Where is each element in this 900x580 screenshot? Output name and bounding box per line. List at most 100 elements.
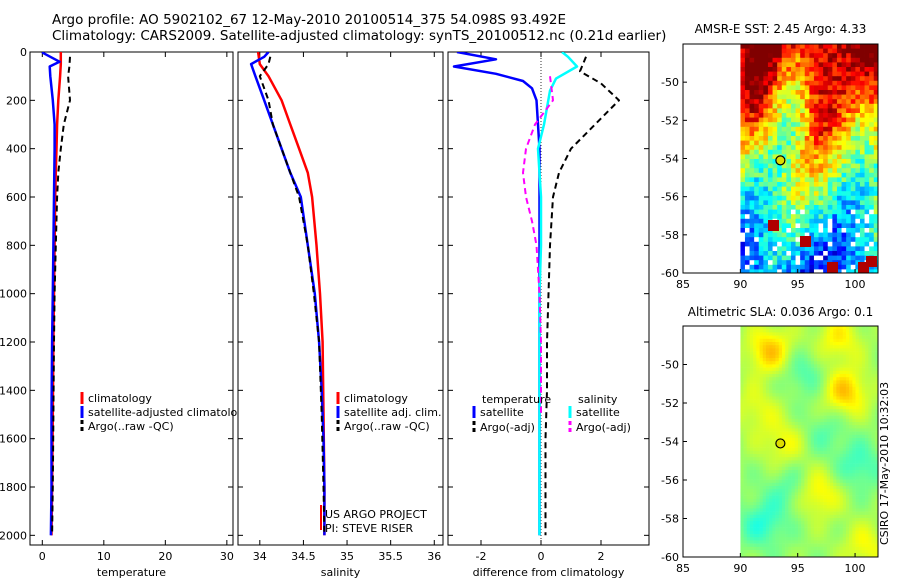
altimetric-sla-cell	[759, 393, 764, 397]
amsr-sst-cell	[777, 71, 783, 77]
altimetric-sla-cell	[775, 390, 780, 394]
amsr-sst-cell	[855, 149, 861, 155]
altimetric-sla-cell	[749, 438, 754, 442]
altimetric-sla-cell	[756, 351, 760, 356]
altimetric-sla-cell	[781, 406, 786, 410]
amsr-sst-cell	[763, 149, 769, 155]
altimetric-sla-cell	[865, 342, 869, 346]
altimetric-sla-cell	[845, 386, 850, 391]
altimetric-sla-cell	[861, 534, 866, 538]
altimetric-sla-cell	[839, 396, 844, 400]
altimetric-sla-cell	[762, 447, 767, 452]
altimetric-sla-cell	[807, 342, 812, 346]
amsr-sst-cell	[763, 251, 769, 256]
altimetric-sla-cell	[810, 377, 815, 381]
altimetric-sla-cell	[836, 396, 840, 400]
altimetric-sla-cell	[769, 354, 773, 359]
altimetric-sla-cell	[740, 489, 744, 493]
amsr-sst-cell	[772, 149, 778, 155]
altimetric-sla-cell	[762, 367, 767, 372]
altimetric-sla-cell	[829, 479, 834, 484]
amsr-sst-cell	[859, 237, 865, 243]
altimetric-sla-cell	[743, 444, 748, 448]
amsr-sst-cell	[846, 108, 852, 114]
altimetric-sla-cell	[794, 386, 799, 391]
amsr-sst-cell	[873, 246, 879, 252]
altimetric-sla-cell	[823, 546, 828, 551]
altimetric-sla-cell	[865, 329, 869, 333]
altimetric-sla-cell	[743, 345, 748, 349]
altimetric-sla-cell	[858, 524, 863, 528]
altimetric-sla-cell	[788, 396, 792, 400]
altimetric-sla-cell	[756, 553, 760, 557]
altimetric-sla-cell	[836, 534, 840, 538]
altimetric-sla-cell	[810, 418, 815, 423]
altimetric-sla-cell	[759, 402, 764, 407]
amsr-sst-cell	[823, 57, 829, 63]
altimetric-sla-cell	[823, 502, 828, 506]
amsr-sst-cell	[744, 269, 750, 273]
altimetric-sla-cell	[807, 489, 812, 493]
altimetric-sla-argo-marker	[775, 438, 786, 449]
amsr-sst-cell	[777, 264, 783, 270]
altimetric-sla-cell	[778, 361, 783, 365]
altimetric-sla-cell	[855, 364, 860, 368]
altimetric-sla-cell	[858, 406, 863, 410]
altimetric-sla-cell	[753, 447, 757, 452]
altimetric-sla-cell	[826, 393, 831, 397]
altimetric-sla-cell	[794, 361, 799, 365]
altimetric-sla-cell	[874, 338, 879, 343]
altimetric-sla-cell	[762, 402, 767, 407]
amsr-sst-cell	[786, 260, 792, 266]
altimetric-sla-cell	[743, 537, 748, 541]
altimetric-sla-cell	[765, 508, 770, 512]
altimetric-sla-cell	[813, 463, 818, 468]
amsr-sst-cell	[786, 44, 792, 49]
amsr-sst-cell	[813, 149, 819, 155]
altimetric-sla-cell	[772, 546, 776, 551]
amsr-sst-cell	[827, 145, 833, 151]
altimetric-sla-cell	[797, 543, 802, 548]
altimetric-sla-cell	[849, 383, 853, 388]
altimetric-sla-cell	[791, 383, 796, 388]
altimetric-sla-cell	[797, 406, 802, 410]
altimetric-sla-cell	[788, 470, 792, 474]
amsr-sst-cell	[790, 71, 796, 77]
altimetric-sla-cell	[849, 441, 853, 445]
amsr-sst-cell	[846, 99, 852, 105]
amsr-sst-cell	[786, 117, 792, 123]
altimetric-sla-cell	[746, 390, 751, 394]
altimetric-sla-cell	[833, 534, 837, 538]
amsr-sst-cell	[832, 57, 838, 63]
altimetric-sla-cell	[746, 473, 751, 477]
altimetric-sla-cell	[765, 370, 770, 375]
amsr-sst-cell	[809, 232, 815, 238]
altimetric-sla-cell	[810, 428, 815, 432]
amsr-sst-cell	[744, 149, 750, 155]
amsr-sst-cell	[846, 163, 852, 169]
altimetric-sla-cell	[765, 470, 770, 474]
amsr-sst-cell	[873, 85, 879, 91]
altimetric-sla-cell	[743, 502, 748, 506]
amsr-sst-cell	[767, 191, 773, 197]
altimetric-sla-cell	[759, 351, 764, 356]
amsr-sst-cell	[850, 200, 856, 206]
amsr-sst-cell	[740, 191, 746, 197]
altimetric-sla-cell	[785, 332, 789, 336]
amsr-sst-cell	[869, 44, 875, 49]
altimetric-sla-cell	[756, 377, 760, 381]
altimetric-sla-cell	[823, 345, 828, 349]
altimetric-sla-cell	[829, 431, 834, 436]
altimetric-sla-cell	[791, 370, 796, 375]
altimetric-sla-cell	[874, 425, 879, 429]
amsr-sst-cell	[740, 264, 746, 270]
amsr-sst-cell	[818, 80, 824, 86]
altimetric-sla-cell	[778, 463, 783, 468]
altimetric-sla-cell	[746, 345, 751, 349]
amsr-sst-cell	[855, 62, 861, 68]
altimetric-sla-cell	[801, 537, 805, 541]
altimetric-sla-cell	[743, 505, 748, 509]
altimetric-sla-cell	[839, 402, 844, 407]
altimetric-sla-cell	[797, 463, 802, 468]
